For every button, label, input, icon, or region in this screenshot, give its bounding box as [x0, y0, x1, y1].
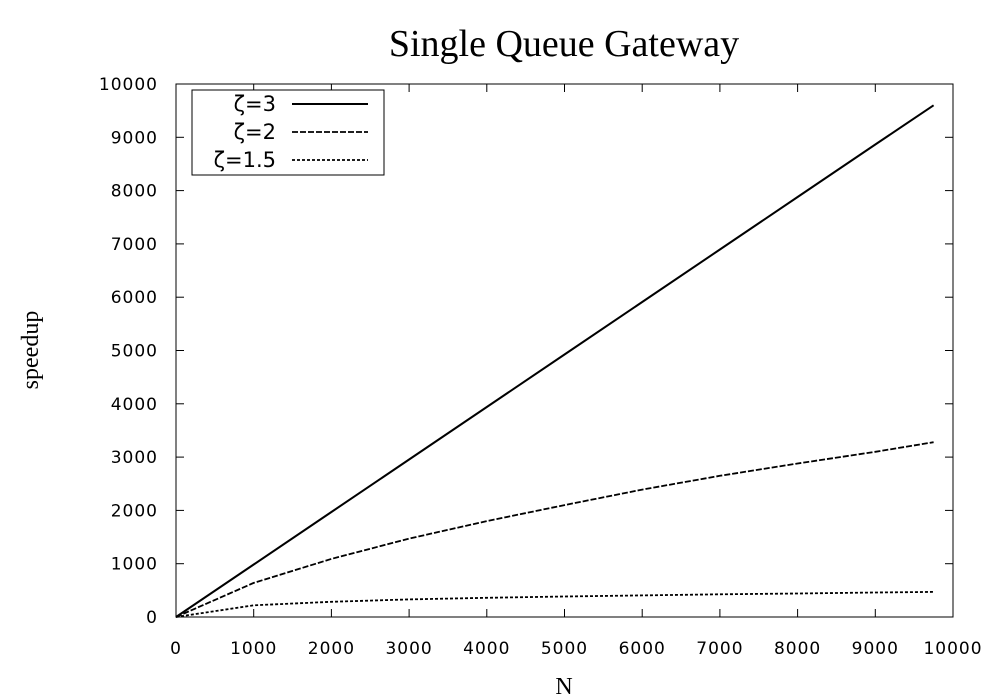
y-tick-label: 10000	[99, 75, 158, 95]
x-axis-label: N	[555, 674, 572, 700]
y-tick-label: 0	[146, 608, 158, 628]
x-tick-label: 5000	[541, 639, 588, 659]
y-tick-label: 3000	[111, 448, 158, 468]
y-tick-label: 1000	[111, 555, 158, 575]
x-tick-label: 4000	[463, 639, 510, 659]
y-tick-label: 7000	[111, 235, 158, 255]
y-tick-label: 9000	[111, 128, 158, 148]
y-axis-label: speedup	[18, 311, 44, 390]
y-tick-label: 8000	[111, 182, 158, 202]
x-tick-label: 7000	[696, 639, 743, 659]
x-tick-label: 6000	[619, 639, 666, 659]
y-tick-label: 5000	[111, 342, 158, 362]
legend-label: ζ=2	[234, 120, 276, 144]
legend-label: ζ=1.5	[214, 148, 276, 172]
x-tick-label: 0	[170, 639, 182, 659]
y-tick-label: 6000	[111, 288, 158, 308]
series-line-dashed	[175, 441, 934, 618]
legend-label: ζ=3	[234, 92, 276, 116]
y-tick-label: 2000	[111, 501, 158, 521]
x-tick-label: 9000	[852, 639, 899, 659]
axis-ticks: 0 1000 2000 3000 4000 5000 6000 7000 8000 9000 100…	[99, 75, 982, 659]
plot-frame	[175, 83, 954, 618]
legend: ζ=3 ζ=2 ζ=1.5	[191, 89, 385, 176]
y-tick-label: 4000	[111, 395, 158, 415]
x-tick-label: 10000	[923, 639, 982, 659]
x-tick-label: 8000	[774, 639, 821, 659]
series-line-dotted	[175, 591, 934, 618]
x-tick-label: 1000	[230, 639, 277, 659]
series-line-solid	[175, 104, 935, 618]
series-lines	[175, 104, 935, 618]
x-tick-label: 3000	[385, 639, 432, 659]
chart-title: Single Queue Gateway	[389, 23, 739, 65]
x-tick-label: 2000	[308, 639, 355, 659]
